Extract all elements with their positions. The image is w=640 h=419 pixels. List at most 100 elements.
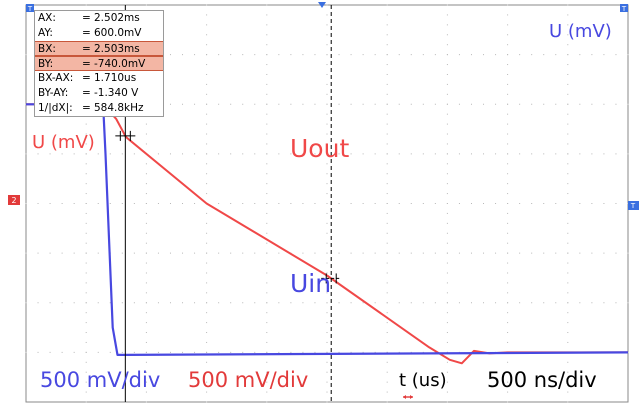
grid-dot: [507, 133, 509, 135]
grid-dot: [206, 272, 208, 274]
grid-dot: [206, 252, 208, 254]
grid-dot: [591, 153, 593, 155]
grid-dot: [206, 103, 208, 105]
grid-dot: [615, 103, 617, 105]
grid-dot: [145, 183, 147, 185]
grid-dot: [206, 4, 208, 6]
grid-dot: [507, 242, 509, 244]
grid-dot: [579, 103, 581, 105]
grid-dot: [446, 341, 448, 343]
grid-dot: [266, 153, 268, 155]
grid-dot: [266, 93, 268, 95]
grid-dot: [85, 163, 87, 165]
grid-dot: [145, 341, 147, 343]
grid-dot: [218, 203, 220, 204]
grid-dot: [266, 401, 268, 403]
grid-dot: [206, 24, 208, 26]
grid-dot: [206, 212, 208, 214]
grid-dot: [25, 252, 27, 254]
grid-dot: [362, 54, 364, 56]
grid-dot: [422, 203, 424, 204]
grid-dot: [603, 252, 605, 254]
grid-dot: [458, 153, 460, 155]
grid-dot: [266, 391, 268, 393]
grid-dot: [326, 312, 328, 314]
grid-dot: [85, 173, 87, 175]
grid-dot: [386, 322, 388, 324]
readout-equals: =: [82, 27, 91, 39]
grid-dot: [507, 34, 509, 36]
grid-dot: [254, 203, 256, 204]
readout-value: 2.502ms: [94, 12, 140, 24]
grid-dot: [555, 302, 557, 304]
grid-dot: [362, 252, 364, 254]
grid-dot: [218, 103, 220, 105]
grid-dot: [266, 113, 268, 115]
grid-dot: [206, 14, 208, 16]
grid-dot: [49, 302, 51, 304]
grid-dot: [543, 302, 545, 304]
grid-dot: [145, 351, 147, 353]
grid-dot: [446, 212, 448, 214]
channel-2-ground-marker[interactable]: 2: [8, 195, 20, 205]
grid-dot: [278, 351, 280, 353]
grid-dot: [567, 24, 569, 26]
series-uin-label: Uin: [290, 269, 331, 298]
grid-dot: [266, 212, 268, 214]
grid-dot: [266, 341, 268, 343]
grid-dot: [362, 203, 364, 204]
grid-dot: [97, 351, 99, 353]
grid-dot: [386, 163, 388, 165]
cursor-readout-row: BX-AX: = 1.710us: [35, 71, 163, 86]
cursor-readout-panel: AX: = 2.502ms AY: = 600.0mV BX: = 2.503ms BY: = -74…: [34, 10, 164, 117]
grid-dot: [326, 292, 328, 294]
grid-dot: [483, 252, 485, 254]
grid-dot: [446, 123, 448, 125]
cursor-b-crosshair-icon[interactable]: [321, 273, 342, 284]
grid-dot: [386, 24, 388, 26]
grid-dot: [386, 34, 388, 36]
grid-dot: [567, 341, 569, 343]
grid-dot: [85, 351, 87, 353]
grid-dot: [446, 371, 448, 373]
grid-dot: [206, 401, 208, 403]
grid-dot: [507, 153, 509, 155]
grid-dot: [182, 54, 184, 56]
grid-dot: [543, 203, 545, 204]
right-edge-trigger-level-marker[interactable]: T: [628, 201, 639, 210]
grid-dot: [434, 54, 436, 56]
grid-dot: [266, 322, 268, 324]
grid-dot: [206, 391, 208, 393]
trigger-position-marker[interactable]: [318, 2, 326, 8]
grid-dot: [206, 292, 208, 294]
grid-dot: [157, 252, 159, 254]
grid-dot: [49, 203, 51, 204]
grid-dot: [567, 14, 569, 16]
grid-dot: [85, 302, 87, 304]
grid-dot: [326, 173, 328, 175]
grid-dot: [495, 302, 497, 304]
readout-equals: =: [82, 58, 91, 70]
grid-dot: [555, 203, 557, 204]
grid-dot: [446, 14, 448, 16]
grid-dot: [326, 183, 328, 185]
grid-dot: [85, 361, 87, 363]
grid-dot: [446, 292, 448, 294]
grid-dot: [145, 222, 147, 224]
grid-dot: [206, 332, 208, 334]
grid-dot: [85, 133, 87, 135]
grid-dot: [555, 153, 557, 155]
cursor-b-bottom-marker[interactable]: [403, 395, 413, 399]
grid-dot: [543, 54, 545, 56]
grid-dot: [97, 302, 99, 304]
grid-dot: [85, 381, 87, 383]
grid-dot: [326, 123, 328, 125]
grid-dot: [37, 203, 39, 204]
grid-dot: [326, 34, 328, 36]
uin-axis-label: U (mV): [549, 21, 612, 42]
grid-dot: [446, 332, 448, 334]
grid-dot: [206, 73, 208, 75]
cursor-a-crosshair-icon[interactable]: [115, 130, 136, 141]
grid-dot: [242, 252, 244, 254]
svg-text:T: T: [27, 5, 33, 13]
